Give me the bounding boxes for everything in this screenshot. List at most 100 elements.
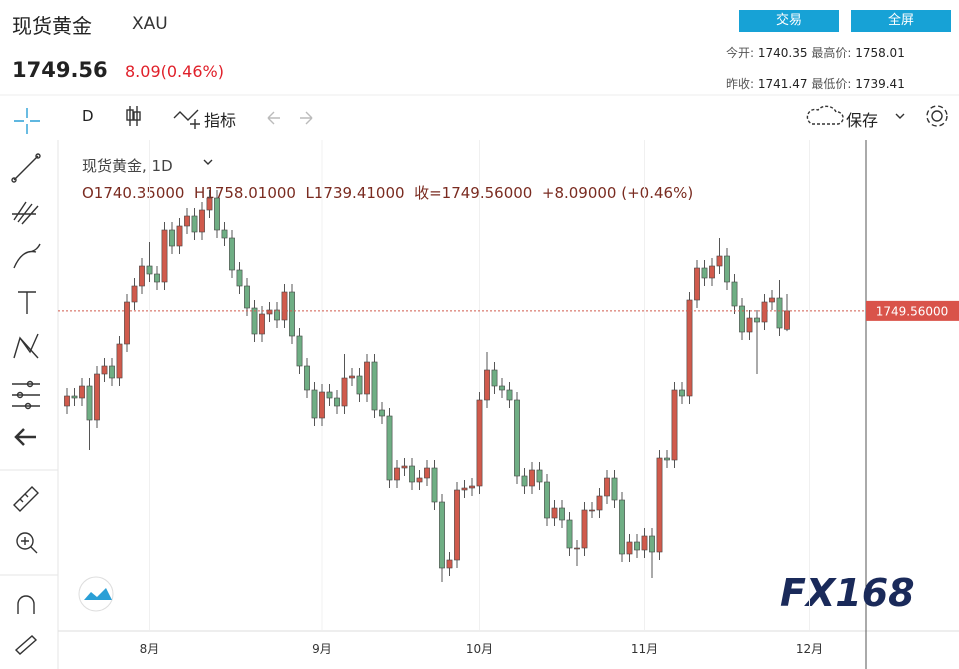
- symbol: XAU: [132, 14, 168, 34]
- candle-body: [439, 501, 445, 569]
- candle-body: [656, 457, 663, 553]
- x-tick-label: 12月: [796, 642, 823, 656]
- candle-body: [266, 309, 273, 315]
- candle-body: [289, 291, 295, 337]
- candle-body: [769, 297, 775, 303]
- candle-body: [229, 237, 235, 271]
- stats-row: 今开: 1740.35 最高价: 1758.01: [726, 44, 905, 61]
- candle-body: [86, 385, 93, 421]
- price: 1749.56: [12, 58, 108, 82]
- x-tick-label: 11月: [631, 642, 658, 656]
- candle-body: [784, 310, 790, 330]
- candle-body: [589, 509, 595, 512]
- stat-value: 1740.35: [757, 46, 808, 60]
- candle-body: [304, 365, 310, 391]
- candle-body: [191, 215, 198, 233]
- ohlc-low: L1739.41000: [305, 184, 405, 202]
- candle-body: [311, 389, 318, 419]
- candle-body: [679, 389, 685, 397]
- ohlc-pct: (+0.46%): [621, 184, 694, 202]
- candle-body: [709, 265, 715, 279]
- candle-body: [326, 391, 333, 399]
- candle-body: [574, 547, 580, 550]
- candle-body: [664, 457, 670, 461]
- candle-body: [476, 399, 483, 487]
- candle-body: [626, 541, 633, 555]
- candle-body: [686, 299, 693, 397]
- candle-body: [499, 385, 505, 391]
- candle-body: [694, 267, 700, 301]
- candle-body: [754, 317, 760, 323]
- candle-body: [431, 467, 438, 503]
- candle-body: [94, 373, 100, 421]
- candle-body: [71, 395, 78, 399]
- candle-body: [641, 535, 648, 551]
- stat-label: 昨收:: [726, 77, 755, 91]
- candle-body: [349, 375, 355, 379]
- candle-body: [379, 409, 385, 417]
- candle-body: [716, 255, 723, 267]
- candle-body: [604, 477, 610, 497]
- candle-body: [124, 301, 130, 345]
- candle-body: [491, 369, 498, 387]
- stats-row: 昨收: 1741.47 最低价: 1739.41: [726, 75, 905, 92]
- candle-body: [236, 269, 243, 287]
- candle-body: [409, 465, 415, 483]
- candle-body: [169, 229, 175, 247]
- candle-body: [334, 397, 340, 407]
- candle-body: [356, 375, 363, 395]
- candle-body: [596, 495, 603, 511]
- candle-body: [454, 489, 460, 561]
- ohlc-close: 收=1749.56000: [414, 184, 533, 202]
- candle-body: [529, 469, 535, 487]
- x-tick-label: 9月: [312, 642, 332, 656]
- change: 8.09(0.46%): [125, 62, 224, 81]
- legend-ohlc: O1740.35000 H1758.01000 L1739.41000 收=17…: [82, 182, 693, 203]
- candle-body: [139, 265, 145, 287]
- candle-body: [161, 229, 168, 283]
- candle-body: [671, 389, 678, 461]
- logo-badge: [78, 576, 114, 612]
- save[interactable]: 保存: [846, 111, 879, 130]
- candle-body: [79, 385, 85, 399]
- ohlc-open: O1740.35000: [82, 184, 185, 202]
- candle-body: [521, 475, 528, 487]
- candle-body: [154, 273, 160, 283]
- candle-body: [536, 469, 543, 483]
- interval[interactable]: D: [82, 107, 94, 125]
- candle-body: [184, 215, 190, 227]
- candle-body: [101, 365, 108, 375]
- candle-body: [319, 391, 325, 419]
- candle-body: [701, 267, 708, 279]
- stat-value: 1758.01: [855, 46, 905, 60]
- candle-body: [109, 365, 115, 379]
- candle-body: [566, 519, 573, 549]
- candle-body: [484, 369, 490, 401]
- stat-label: 最低价:: [811, 77, 852, 91]
- last-price-badge: [866, 300, 959, 321]
- trade-button[interactable]: 交易: [739, 10, 839, 32]
- candle-body: [281, 291, 288, 321]
- stat-value: 1741.47: [757, 77, 808, 91]
- candle-body: [581, 509, 588, 549]
- candle-body: [424, 467, 430, 479]
- title: 现货黄金: [12, 14, 92, 38]
- candle-body: [364, 361, 370, 395]
- candle-body: [401, 465, 408, 469]
- indicators[interactable]: 指标: [204, 111, 237, 130]
- candle-body: [724, 255, 730, 283]
- candle-body: [394, 467, 400, 481]
- legend-name: 现货黄金, 1D: [82, 157, 173, 175]
- candle-body: [386, 415, 393, 481]
- last-price-label: 1749.56000: [876, 304, 949, 318]
- fullscreen-button[interactable]: 全屏: [851, 10, 951, 32]
- ohlc-change: +8.09000: [541, 184, 617, 202]
- candle-body: [146, 265, 153, 275]
- candle-body: [746, 317, 753, 333]
- candle-body: [611, 477, 618, 501]
- candle-body: [259, 313, 265, 335]
- candle-body: [274, 309, 280, 321]
- candle-body: [469, 485, 475, 489]
